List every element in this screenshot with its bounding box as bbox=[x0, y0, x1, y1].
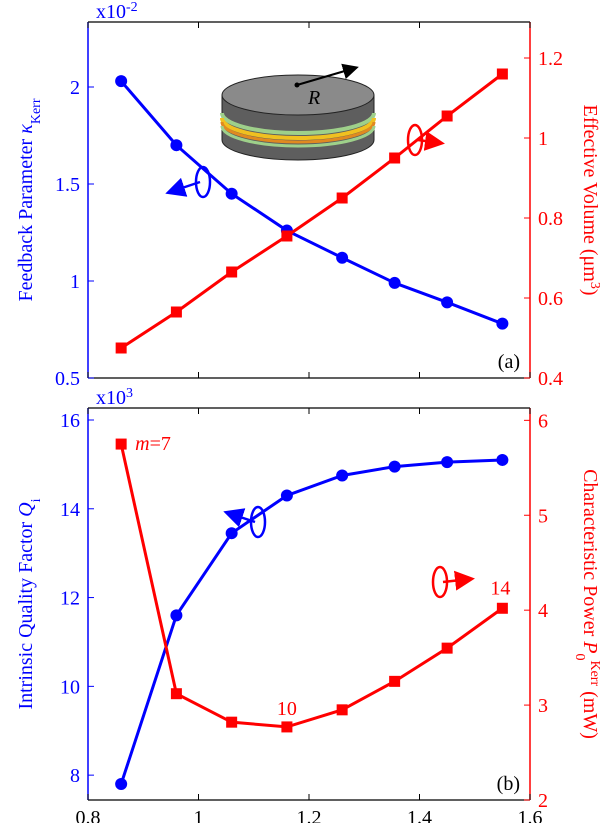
y-axis-label: Intrinsic Quality Factor Qi bbox=[15, 498, 44, 709]
marker bbox=[389, 153, 400, 164]
y-tick-label: 1 bbox=[70, 271, 80, 293]
label-part: 10 bbox=[277, 698, 297, 720]
panel-label: (a) bbox=[498, 351, 520, 373]
marker bbox=[389, 676, 400, 687]
series-line bbox=[121, 460, 502, 784]
x-tick-label: 1 bbox=[194, 807, 204, 823]
marker bbox=[496, 454, 508, 466]
label-part: x10 bbox=[96, 387, 126, 409]
marker bbox=[170, 139, 182, 151]
label-part: -2 bbox=[126, 0, 138, 15]
label-part: =7 bbox=[150, 433, 171, 455]
y-tick-label: 10 bbox=[60, 676, 80, 698]
y-tick-label: 12 bbox=[60, 588, 80, 610]
label-part: i bbox=[29, 498, 44, 502]
marker bbox=[441, 456, 453, 468]
marker bbox=[116, 439, 127, 450]
y-tick-label: 16 bbox=[60, 410, 80, 432]
axis-indicator-arrows bbox=[170, 125, 470, 597]
marker bbox=[281, 231, 292, 242]
y-tick-label: 0.5 bbox=[55, 368, 80, 390]
y2-tick-label: 2 bbox=[538, 790, 548, 812]
marker bbox=[336, 252, 348, 264]
y2-tick-label: 4 bbox=[538, 600, 548, 622]
marker bbox=[337, 193, 348, 204]
marker bbox=[496, 318, 508, 330]
y-tick-label: 1.5 bbox=[55, 174, 80, 196]
y2-tick-label: 3 bbox=[538, 695, 548, 717]
label-part: Kerr bbox=[588, 660, 603, 686]
marker bbox=[497, 69, 508, 80]
marker bbox=[226, 527, 238, 539]
marker bbox=[442, 111, 453, 122]
y2-axis-label: Effective Volume (μm3) bbox=[579, 104, 603, 295]
x-tick-label: 1.4 bbox=[407, 807, 432, 823]
marker bbox=[170, 609, 182, 621]
marker bbox=[171, 307, 182, 318]
figure: 0.5 1 1.5 2 0.4 0.6 0.8 1 1.2 Feedback Parameter … bbox=[0, 0, 607, 823]
y2-tick-label: 1.2 bbox=[538, 48, 563, 70]
marker bbox=[389, 277, 401, 289]
y-axis-label: Feedback Parameter κKerr bbox=[15, 98, 44, 301]
x-tick-label: 1.2 bbox=[297, 807, 322, 823]
y-tick-label: 2 bbox=[70, 77, 80, 99]
y2-tick-label: 0.8 bbox=[538, 208, 563, 230]
annotation: R bbox=[307, 87, 320, 109]
label-part: P bbox=[579, 640, 601, 653]
y2-tick-label: 5 bbox=[538, 505, 548, 527]
label-part: m bbox=[135, 433, 149, 455]
disk-illustration bbox=[222, 68, 374, 160]
y2-tick-label: 0.4 bbox=[538, 368, 563, 390]
marker bbox=[226, 188, 238, 200]
data-annotation: m=7 bbox=[135, 433, 171, 455]
axis-multiplier: x10-2 bbox=[96, 0, 138, 23]
y2-tick-label: 0.6 bbox=[538, 288, 563, 310]
label-part: κ bbox=[15, 124, 37, 134]
label-part: Q bbox=[15, 502, 37, 517]
axis-multiplier: x103 bbox=[96, 386, 133, 410]
marker bbox=[442, 643, 453, 654]
panel-label: (b) bbox=[497, 773, 520, 795]
data-annotation: 10 bbox=[277, 698, 297, 720]
label-part: 0 bbox=[573, 653, 588, 660]
marker bbox=[441, 296, 453, 308]
marker bbox=[281, 489, 293, 501]
marker bbox=[226, 267, 237, 278]
marker bbox=[171, 688, 182, 699]
y2-axis-label: Characteristic Power P0Kerr (mW) bbox=[573, 469, 603, 739]
label-part: ) bbox=[579, 289, 601, 296]
marker bbox=[115, 75, 127, 87]
marker bbox=[497, 603, 508, 614]
label-part: Effective Volume (μm bbox=[579, 104, 601, 282]
y2-tick-label: 6 bbox=[538, 410, 548, 432]
label-part: 3 bbox=[126, 386, 133, 401]
label-part: Kerr bbox=[29, 98, 44, 124]
marker bbox=[116, 343, 127, 354]
label-part: (mW) bbox=[579, 686, 601, 739]
marker bbox=[337, 704, 348, 715]
marker bbox=[226, 717, 237, 728]
marker bbox=[336, 469, 348, 481]
marker bbox=[281, 721, 292, 732]
label-part: 3 bbox=[588, 282, 603, 289]
y-tick-label: 8 bbox=[70, 765, 80, 787]
data-annotation: 14 bbox=[490, 577, 510, 599]
label-part: Intrinsic Quality Factor bbox=[15, 517, 37, 710]
marker bbox=[389, 461, 401, 473]
marker bbox=[115, 778, 127, 790]
label-part: Feedback Parameter bbox=[15, 134, 37, 302]
y-tick-label: 14 bbox=[60, 499, 80, 521]
label-part: x10 bbox=[96, 1, 126, 23]
x-tick-label: 0.8 bbox=[76, 807, 101, 823]
y2-tick-label: 1 bbox=[538, 128, 548, 150]
label-part: Characteristic Power bbox=[579, 469, 601, 641]
label-part: 14 bbox=[490, 577, 510, 599]
